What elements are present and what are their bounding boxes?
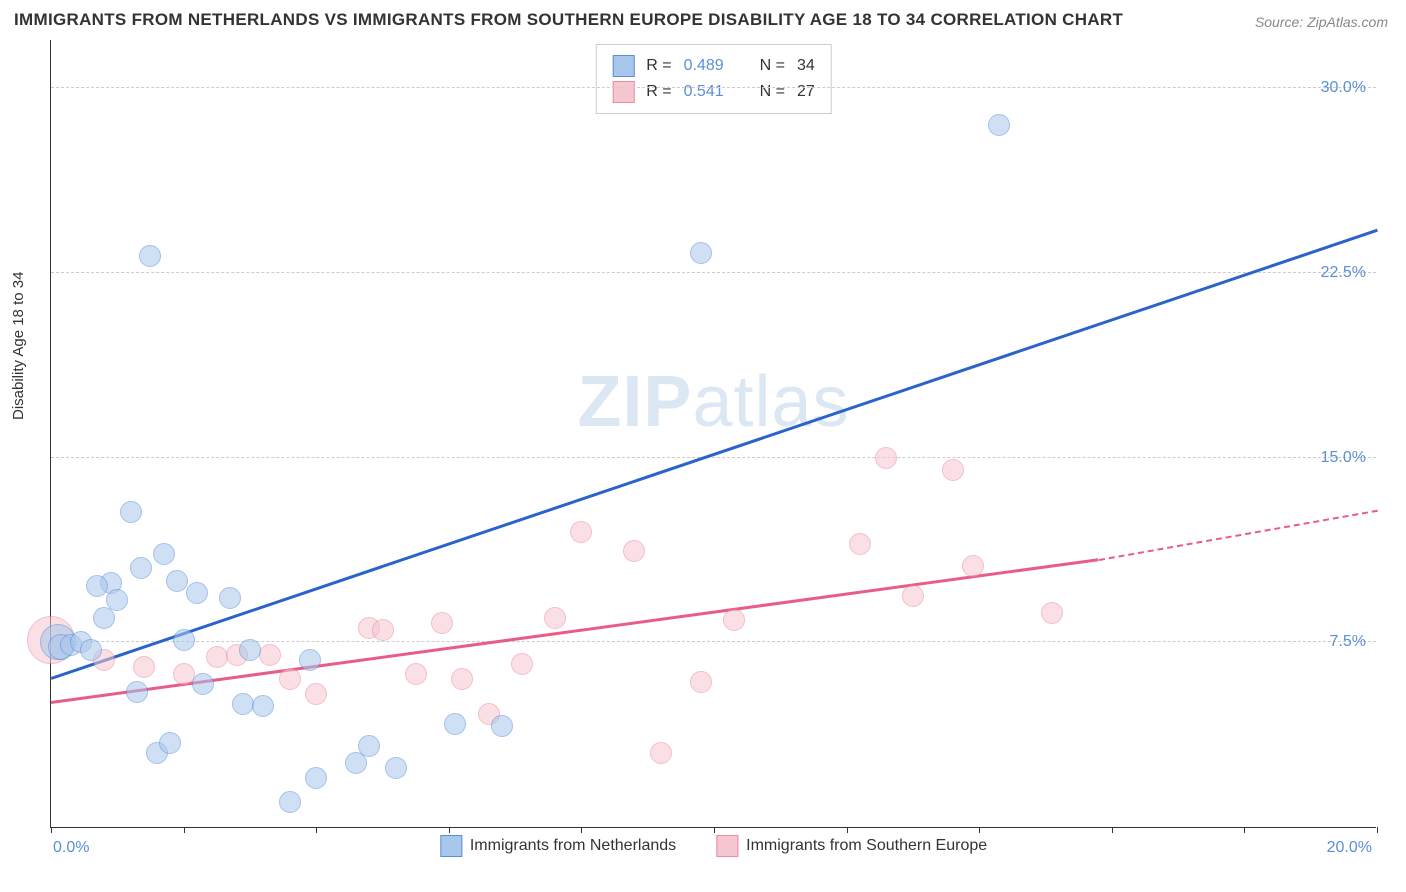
point-netherlands bbox=[153, 543, 175, 565]
r-value-blue: 0.489 bbox=[684, 53, 724, 79]
point-southern-europe bbox=[173, 663, 195, 685]
point-netherlands bbox=[192, 673, 214, 695]
point-southern-europe bbox=[942, 459, 964, 481]
point-southern-europe bbox=[849, 533, 871, 555]
bottom-legend: Immigrants from Netherlands Immigrants f… bbox=[440, 835, 987, 857]
point-netherlands bbox=[232, 693, 254, 715]
x-tick bbox=[847, 827, 848, 833]
legend-label-southern-europe: Immigrants from Southern Europe bbox=[746, 837, 987, 855]
top-legend-row-pink: R = 0.541 N = 27 bbox=[612, 79, 815, 105]
x-tick bbox=[1112, 827, 1113, 833]
source-label: Source: ZipAtlas.com bbox=[1255, 14, 1388, 30]
swatch-pink-icon bbox=[612, 81, 634, 103]
x-tick bbox=[1377, 827, 1378, 833]
point-southern-europe bbox=[544, 607, 566, 629]
point-southern-europe bbox=[962, 555, 984, 577]
r-label: R = bbox=[646, 53, 671, 79]
y-tick-label: 15.0% bbox=[1321, 449, 1366, 467]
r-label: R = bbox=[646, 79, 671, 105]
point-netherlands bbox=[305, 767, 327, 789]
watermark: ZIPatlas bbox=[577, 361, 849, 443]
point-netherlands bbox=[690, 242, 712, 264]
point-netherlands bbox=[166, 570, 188, 592]
point-netherlands bbox=[173, 629, 195, 651]
point-netherlands bbox=[219, 587, 241, 609]
x-tick bbox=[51, 827, 52, 833]
point-netherlands bbox=[491, 715, 513, 737]
chart-title: IMMIGRANTS FROM NETHERLANDS VS IMMIGRANT… bbox=[14, 10, 1123, 30]
point-southern-europe bbox=[570, 521, 592, 543]
point-netherlands bbox=[186, 582, 208, 604]
point-netherlands bbox=[279, 791, 301, 813]
point-southern-europe bbox=[279, 668, 301, 690]
point-netherlands bbox=[80, 639, 102, 661]
point-southern-europe bbox=[305, 683, 327, 705]
point-netherlands bbox=[130, 557, 152, 579]
point-southern-europe bbox=[206, 646, 228, 668]
point-southern-europe bbox=[372, 619, 394, 641]
point-southern-europe bbox=[690, 671, 712, 693]
top-legend: R = 0.489 N = 34 R = 0.541 N = 27 bbox=[595, 44, 832, 114]
point-netherlands bbox=[358, 735, 380, 757]
point-southern-europe bbox=[623, 540, 645, 562]
top-legend-row-blue: R = 0.489 N = 34 bbox=[612, 53, 815, 79]
point-southern-europe bbox=[511, 653, 533, 675]
x-axis-min-label: 0.0% bbox=[53, 839, 89, 857]
legend-label-netherlands: Immigrants from Netherlands bbox=[470, 837, 676, 855]
y-tick-label: 30.0% bbox=[1321, 79, 1366, 97]
legend-item-netherlands: Immigrants from Netherlands bbox=[440, 835, 676, 857]
point-netherlands bbox=[299, 649, 321, 671]
point-southern-europe bbox=[451, 668, 473, 690]
point-southern-europe bbox=[405, 663, 427, 685]
r-value-pink: 0.541 bbox=[684, 79, 724, 105]
point-southern-europe bbox=[133, 656, 155, 678]
legend-item-southern-europe: Immigrants from Southern Europe bbox=[716, 835, 987, 857]
point-netherlands bbox=[988, 114, 1010, 136]
x-tick bbox=[581, 827, 582, 833]
gridline-h bbox=[51, 87, 1376, 88]
point-netherlands bbox=[139, 245, 161, 267]
swatch-blue-icon bbox=[440, 835, 462, 857]
point-netherlands bbox=[159, 732, 181, 754]
plot-area: ZIPatlas R = 0.489 N = 34 R = 0.541 N = … bbox=[50, 40, 1376, 828]
n-label: N = bbox=[760, 53, 785, 79]
swatch-blue-icon bbox=[612, 55, 634, 77]
point-southern-europe bbox=[1041, 602, 1063, 624]
y-tick-label: 7.5% bbox=[1330, 633, 1366, 651]
watermark-zip: ZIP bbox=[577, 362, 692, 442]
y-tick-label: 22.5% bbox=[1321, 264, 1366, 282]
watermark-atlas: atlas bbox=[692, 362, 849, 442]
point-southern-europe bbox=[431, 612, 453, 634]
point-southern-europe bbox=[650, 742, 672, 764]
swatch-pink-icon bbox=[716, 835, 738, 857]
n-value-pink: 27 bbox=[797, 79, 815, 105]
gridline-h bbox=[51, 457, 1376, 458]
x-tick bbox=[316, 827, 317, 833]
point-netherlands bbox=[444, 713, 466, 735]
x-tick bbox=[449, 827, 450, 833]
point-southern-europe bbox=[902, 585, 924, 607]
x-tick bbox=[1244, 827, 1245, 833]
trendline-dashed bbox=[1098, 510, 1377, 561]
n-value-blue: 34 bbox=[797, 53, 815, 79]
point-netherlands bbox=[86, 575, 108, 597]
x-tick bbox=[184, 827, 185, 833]
y-axis-label: Disability Age 18 to 34 bbox=[10, 272, 27, 420]
x-axis-max-label: 20.0% bbox=[1327, 839, 1372, 857]
point-southern-europe bbox=[875, 447, 897, 469]
x-tick bbox=[979, 827, 980, 833]
point-netherlands bbox=[239, 639, 261, 661]
point-netherlands bbox=[120, 501, 142, 523]
gridline-h bbox=[51, 272, 1376, 273]
point-netherlands bbox=[106, 589, 128, 611]
point-netherlands bbox=[385, 757, 407, 779]
point-southern-europe bbox=[723, 609, 745, 631]
n-label: N = bbox=[760, 79, 785, 105]
x-tick bbox=[714, 827, 715, 833]
point-southern-europe bbox=[259, 644, 281, 666]
point-netherlands bbox=[126, 681, 148, 703]
point-netherlands bbox=[252, 695, 274, 717]
